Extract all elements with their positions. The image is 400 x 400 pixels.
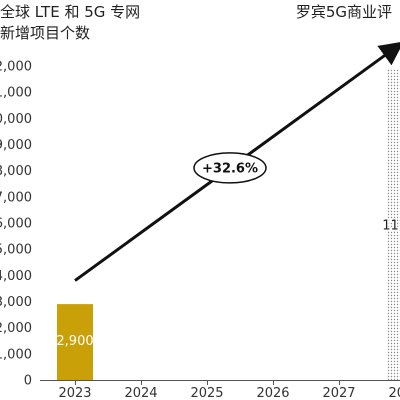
y-tick-label: 5,000 [0, 243, 32, 258]
data-label-2023: 2,900 [56, 334, 93, 349]
y-tick-label: 9,000 [0, 138, 32, 153]
trend-layer: +32.6% [74, 41, 400, 282]
y-tick-label: 12,000 [0, 60, 32, 75]
y-tick-label: 1,000 [0, 347, 32, 362]
y-tick-label: 11,000 [0, 86, 32, 101]
source-label: 罗宾5G商业评 [295, 3, 392, 21]
chart-title-line-2: 新增项目个数 [0, 24, 91, 42]
chart-title: 全球 LTE 和 5G 专网 新增项目个数 [0, 2, 140, 44]
bar-2028 [387, 68, 400, 380]
bar-2023 [57, 304, 93, 380]
bars-layer [57, 68, 400, 380]
growth-rate-bubble [193, 152, 267, 184]
y-tick-label: 3,000 [0, 295, 32, 310]
x-tick-label: 2026 [256, 386, 289, 400]
y-tick-label: 10,000 [0, 112, 32, 127]
y-tick-label: 7,000 [0, 190, 32, 205]
y-tick-label: 0 [24, 374, 32, 389]
x-tick-label: 2023 [58, 386, 91, 400]
x-tick-label: 2025 [190, 386, 223, 400]
y-tick-label: 4,000 [0, 269, 32, 284]
x-tick-label: 2024 [124, 386, 157, 400]
growth-rate-label: +32.6% [202, 161, 258, 176]
y-tick-label: 2,000 [0, 321, 32, 336]
axis-layer: 0 1,000 2,000 3,000 4,000 5,000 6,000 7,000 8,00… [0, 60, 400, 400]
chart-title-line-1: 全球 LTE 和 5G 专网 [0, 3, 141, 21]
x-tick-label: 2027 [322, 386, 355, 400]
data-label-2028: 11,900 [382, 219, 400, 234]
x-tick-label: 2028 [388, 386, 400, 400]
y-tick-label: 8,000 [0, 164, 32, 179]
y-tick-label: 6,000 [0, 217, 32, 232]
label-layer: 2,900 11,900 [56, 217, 400, 349]
